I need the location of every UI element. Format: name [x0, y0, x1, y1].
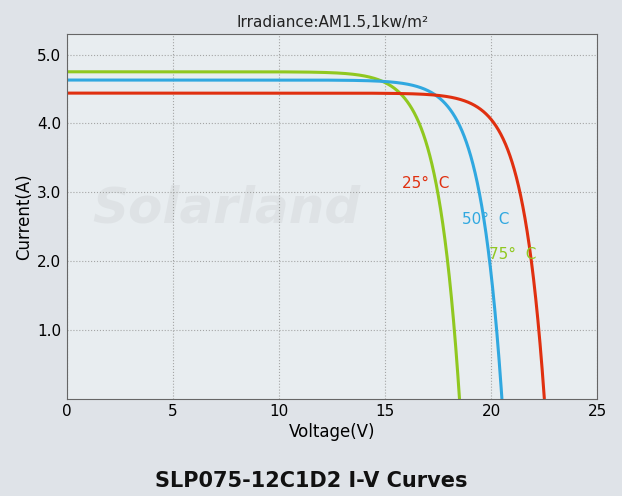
Text: 75°  C: 75° C — [489, 247, 537, 261]
Text: Solarland: Solarland — [92, 185, 360, 233]
Title: Irradiance:AM1.5,1kw/m²: Irradiance:AM1.5,1kw/m² — [236, 15, 428, 30]
Text: 25°  C: 25° C — [402, 177, 450, 191]
Text: SLP075-12C1D2 I-V Curves: SLP075-12C1D2 I-V Curves — [155, 471, 467, 491]
Text: 50°  C: 50° C — [462, 212, 509, 227]
Y-axis label: Current(A): Current(A) — [15, 173, 33, 259]
X-axis label: Voltage(V): Voltage(V) — [289, 423, 376, 441]
